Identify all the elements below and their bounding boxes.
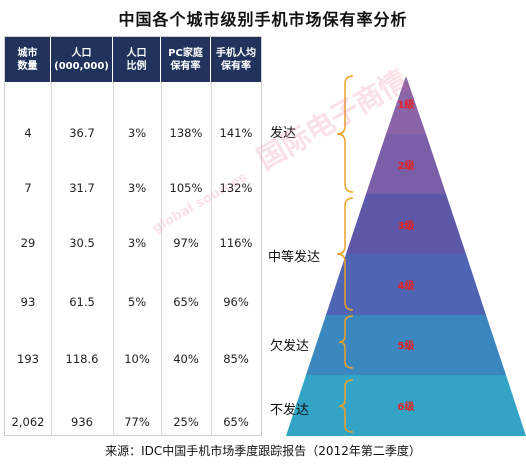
- column-divider: [113, 82, 114, 435]
- pyramid-tier-2: [366, 134, 446, 194]
- tier-label-1: 1级: [397, 100, 415, 111]
- table-row: 4 36.7 3% 138% 141%: [5, 123, 261, 143]
- header-phone-penetration: 手机人均 保有率: [216, 47, 256, 72]
- table-row: 93 61.5 5% 65% 96%: [5, 292, 261, 312]
- cell-city-count: 93: [20, 295, 36, 309]
- cell-population-ratio: 3%: [127, 181, 147, 195]
- cell-phone-penetration: 85%: [223, 352, 249, 366]
- group-label-less-developed: 欠发达: [270, 339, 310, 354]
- group-label-mid-developed: 中等发达: [268, 250, 321, 265]
- source-note: 来源：IDC中国手机市场季度跟踪报告（2012年第二季度）: [105, 444, 421, 458]
- pyramid-tier-4: [326, 254, 486, 315]
- cell-population: 61.5: [69, 295, 95, 309]
- cell-pc-penetration: 138%: [169, 126, 203, 140]
- cell-phone-penetration: 116%: [219, 236, 253, 250]
- tier-label-2: 2级: [397, 161, 415, 172]
- cell-pc-penetration: 65%: [173, 295, 199, 309]
- cell-city-count: 7: [24, 181, 32, 195]
- pyramid-tier-1: [386, 76, 426, 134]
- column-divider: [51, 82, 52, 435]
- column-divider: [211, 82, 212, 435]
- cell-pc-penetration: 40%: [173, 352, 199, 366]
- column-divider: [161, 82, 162, 435]
- header-population-ratio: 人口 比例: [113, 37, 161, 82]
- cell-phone-penetration: 141%: [219, 126, 253, 140]
- cell-pc-penetration: 105%: [169, 181, 203, 195]
- cell-population-ratio: 3%: [127, 126, 147, 140]
- cell-pc-penetration: 97%: [173, 236, 199, 250]
- cell-city-count: 193: [17, 352, 39, 366]
- cell-city-count: 4: [24, 126, 32, 140]
- bracket-developed: [336, 75, 354, 193]
- cell-population: 31.7: [69, 181, 95, 195]
- cell-population-ratio: 5%: [127, 295, 147, 309]
- table-row: 2,062 936 77% 25% 65%: [5, 412, 261, 432]
- cell-phone-penetration: 65%: [223, 415, 249, 429]
- cell-phone-penetration: 96%: [223, 295, 249, 309]
- cell-city-count: 2,062: [11, 415, 45, 429]
- group-label-developed: 发达: [270, 126, 297, 141]
- table-row: 29 30.5 3% 97% 116%: [5, 233, 261, 253]
- header-city-count: 城市 数量: [5, 37, 51, 82]
- cell-population: 118.6: [65, 352, 99, 366]
- cell-population-ratio: 77%: [124, 415, 150, 429]
- cell-population-ratio: 3%: [127, 236, 147, 250]
- pyramid-tier-3: [346, 194, 466, 254]
- chart-title: 中国各个城市级别手机市场保有率分析: [118, 10, 408, 29]
- group-label-undeveloped: 不发达: [270, 403, 310, 418]
- pyramid-tier-5: [306, 315, 506, 375]
- pyramid-tier-6: [286, 375, 526, 436]
- table-row: 193 118.6 10% 40% 85%: [5, 349, 261, 369]
- tier-label-4: 4级: [397, 281, 415, 292]
- tier-label-3: 3级: [397, 221, 415, 232]
- header-pc-penetration: PC家庭 保有率: [161, 37, 211, 82]
- cell-population: 36.7: [69, 126, 95, 140]
- cell-population: 30.5: [69, 236, 95, 250]
- tier-label-5: 5级: [397, 341, 415, 352]
- table-row: 7 31.7 3% 105% 132%: [5, 178, 261, 198]
- cell-phone-penetration: 132%: [219, 181, 253, 195]
- bracket-undeveloped: [338, 379, 354, 433]
- tier-label-6: 6级: [397, 402, 415, 413]
- data-table: 城市 数量 人口 (000,000) 人口 比例 PC家庭 保有率 手机人均 保…: [4, 36, 262, 436]
- cell-population-ratio: 10%: [124, 352, 150, 366]
- cell-population: 936: [71, 415, 93, 429]
- cell-city-count: 29: [20, 236, 36, 250]
- cell-pc-penetration: 25%: [173, 415, 199, 429]
- header-population: 人口 (000,000): [51, 37, 113, 82]
- table-header: 城市 数量 人口 (000,000) 人口 比例 PC家庭 保有率 手机人均 保…: [5, 37, 261, 82]
- bracket-less-developed: [338, 315, 354, 369]
- bracket-mid-developed: [336, 197, 354, 311]
